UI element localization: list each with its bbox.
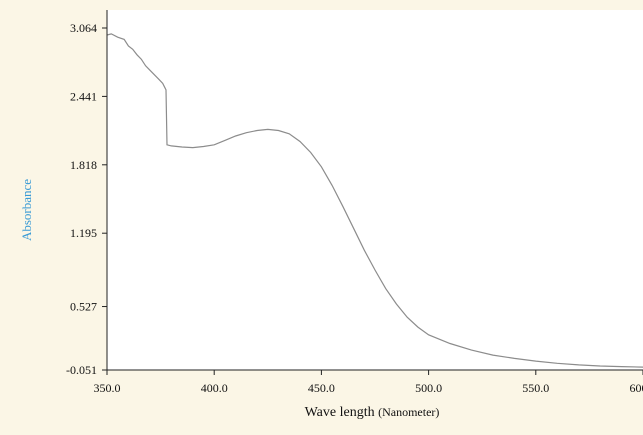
x-tick-label: 550.0	[522, 381, 549, 395]
y-tick-label: 2.441	[70, 89, 97, 103]
y-axis-ticks: -0.051 0.527 1.195 1.818 2.441 3.064	[66, 21, 107, 377]
x-tick-label: 500.0	[415, 381, 442, 395]
x-tick-label: 350.0	[94, 381, 121, 395]
y-tick-label: 1.818	[70, 158, 97, 172]
plot-area	[107, 10, 643, 370]
y-tick-label: -0.051	[66, 363, 97, 377]
x-axis-title-main: Wave length	[305, 405, 375, 420]
x-tick-label: 400.0	[201, 381, 228, 395]
y-tick-label: 1.195	[70, 226, 97, 240]
x-axis-title-unit: (Nanometer)	[378, 405, 439, 419]
x-axis-ticks: 350.0 400.0 450.0 500.0 550.0 600.0	[94, 370, 643, 395]
x-tick-label: 600.0	[630, 381, 643, 395]
absorbance-series-line	[106, 33, 643, 368]
y-tick-label: 0.527	[70, 300, 97, 314]
x-axis-title: Wave length (Nanometer)	[305, 405, 440, 420]
y-tick-label: 3.064	[70, 21, 97, 35]
x-tick-label: 450.0	[308, 381, 335, 395]
y-axis-title: Absorbance	[19, 179, 34, 241]
